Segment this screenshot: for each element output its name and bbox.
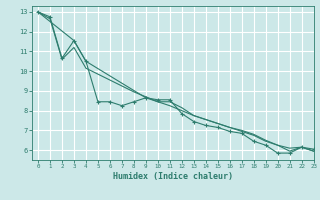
X-axis label: Humidex (Indice chaleur): Humidex (Indice chaleur) bbox=[113, 172, 233, 181]
